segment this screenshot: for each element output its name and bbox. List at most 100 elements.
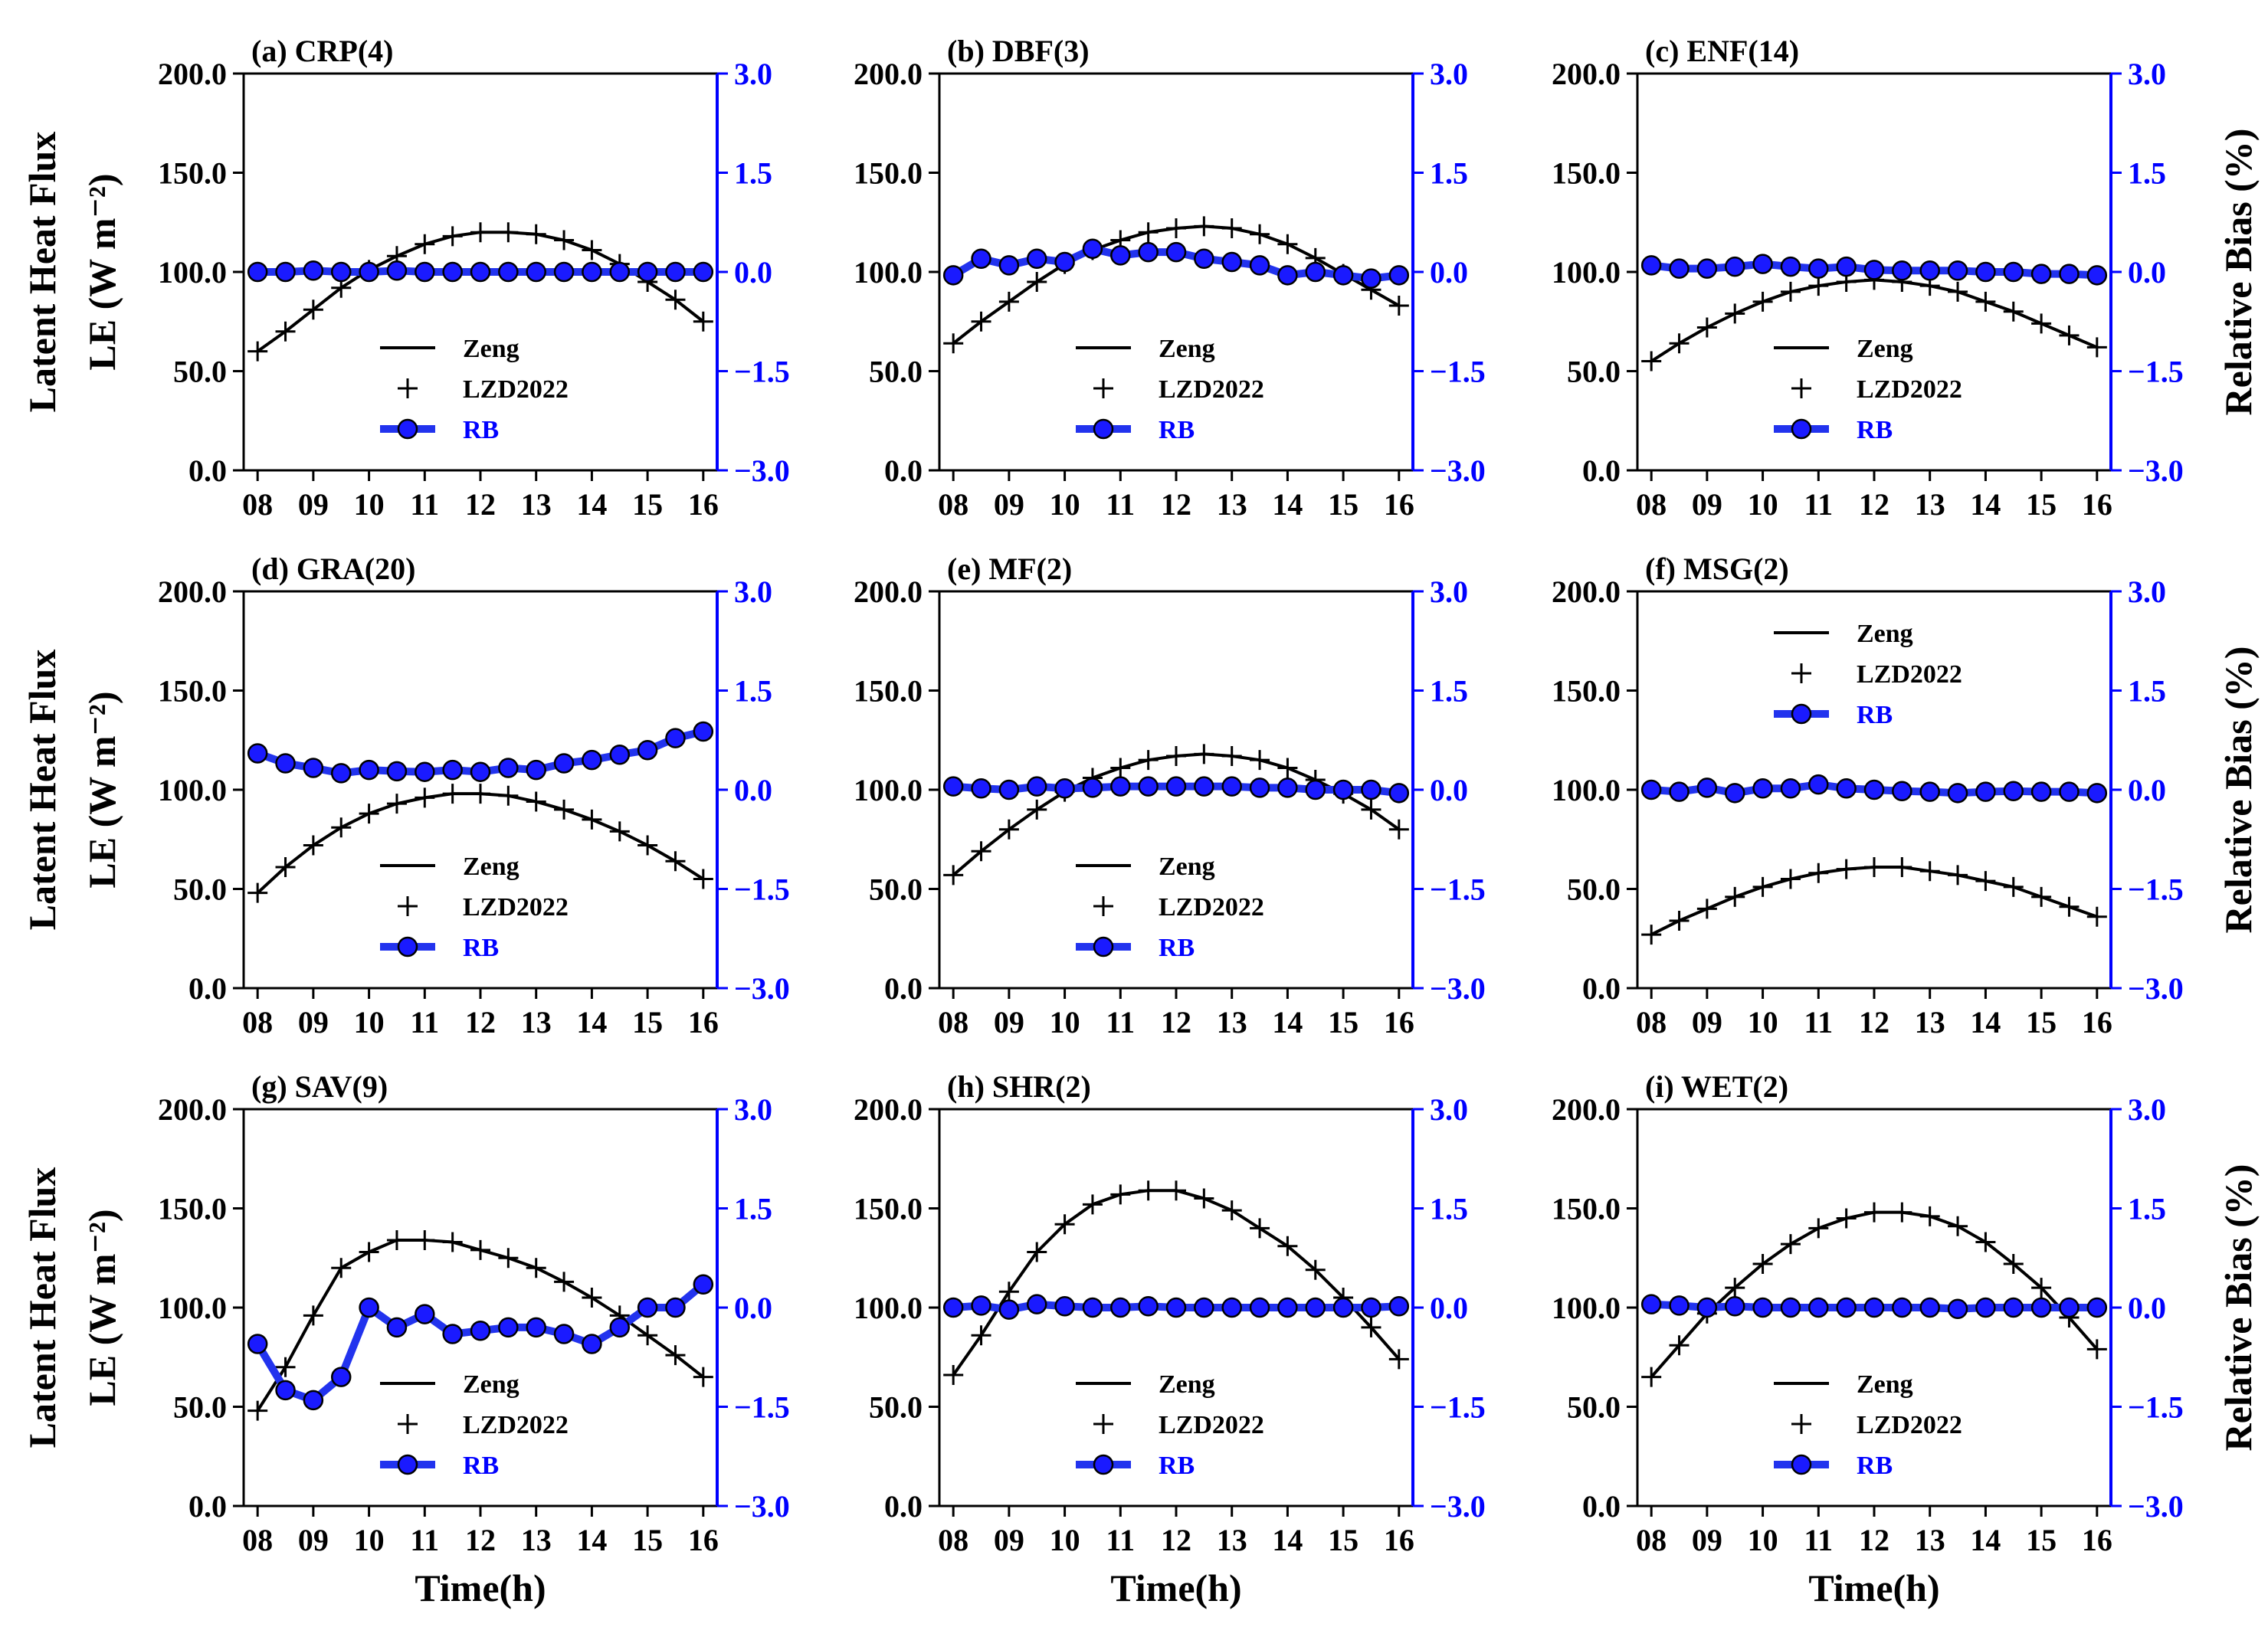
plus-marker [1194,216,1214,237]
subplot-title: (h) SHR(2) [947,1069,1091,1104]
plus-marker [1892,857,1912,878]
y-tick-label: 100.0 [158,1291,227,1325]
legend-label: LZD2022 [463,893,569,922]
circle-marker [2086,783,2108,804]
circle-marker [470,261,491,283]
plus-marker [1696,317,1717,338]
legend-entry-LZD2022: LZD2022 [1791,1411,1962,1439]
legend-circle-swatch [1791,703,1812,725]
circle-marker [609,261,631,283]
legend-entry-Zeng: Zeng [1076,335,1215,363]
right-y-axis-label: Relative Bias (%) [2217,129,2260,416]
y-tick-label: 0.0 [188,453,227,488]
legend-label: LZD2022 [463,1411,569,1439]
y-tick-label: 150.0 [158,1192,227,1226]
x-tick-label: 14 [1970,1523,2001,1557]
plus-marker [359,804,379,824]
circle-marker [1165,776,1187,797]
y2-tick-label: 0.0 [2128,773,2166,807]
y2-tick-label: −1.5 [734,1390,790,1425]
x-tick-label: 15 [2026,1005,2057,1039]
plus-marker [415,1229,435,1250]
circle-marker [470,761,491,782]
legend: Zeng LZD2022 RB [1774,620,1962,729]
circle-marker [693,261,714,283]
circle-marker [971,1295,991,1316]
plus-marker [1864,1202,1884,1223]
subplot-4: (d) GRA(20)0.050.0100.0150.0200.0−3.0−1.… [158,552,790,1039]
circle-marker [1919,260,1940,281]
circle-marker [1669,1295,1690,1316]
y2-tick-label: 0.0 [1430,1291,1468,1325]
y2-tick-label: 3.0 [734,57,772,91]
y2-tick-label: 1.5 [1430,156,1468,191]
x-tick-label: 10 [1050,1005,1080,1039]
circle-marker [637,739,658,761]
plus-marker [526,791,546,812]
y2-tick-label: 0.0 [2128,255,2166,290]
y2-tick-label: 3.0 [2128,575,2166,609]
circle-marker [1249,777,1270,798]
x-tick-label: 13 [1217,1005,1247,1039]
y-tick-label: 100.0 [1552,1291,1621,1325]
plus-marker [1250,224,1270,244]
series-LZD2022 [247,784,713,903]
legend-label: LZD2022 [1159,375,1264,404]
x-tick-label: 14 [1272,1005,1303,1039]
plus-marker [1696,899,1717,919]
circle-marker [415,261,435,283]
plus-marker [1669,1335,1690,1356]
y2-tick-label: −1.5 [734,872,790,907]
y-tick-label: 200.0 [158,1092,227,1127]
y-tick-label: 100.0 [158,773,227,807]
plus-marker [1919,1206,1940,1226]
y2-tick-label: 3.0 [734,575,772,609]
legend-entry-Zeng: Zeng [1774,335,1913,363]
series-LZD2022 [943,744,1409,886]
plus-marker [1808,863,1829,883]
series-LZD2022 [247,1229,713,1421]
circle-marker [1026,1294,1047,1314]
left-y-axis-label: Latent Heat Flux [21,132,64,413]
x-tick-label: 14 [576,1005,607,1039]
circle-marker [637,1297,658,1318]
x-tick-label: 14 [1970,1005,2001,1039]
circle-marker [665,261,686,283]
circle-marker [998,255,1020,276]
plus-marker [415,234,435,254]
legend-label: Zeng [1857,335,1913,363]
legend-entry-Zeng: Zeng [380,853,519,881]
series-RB [247,260,714,283]
plus-marker [1166,1180,1186,1201]
x-tick-label: 15 [1328,1523,1359,1557]
circle-marker [1724,256,1745,277]
y2-tick-label: 1.5 [2128,674,2166,709]
circle-marker [1194,776,1214,797]
circle-marker [1892,1297,1912,1318]
circle-marker [1221,776,1242,797]
plus-marker [582,809,602,830]
legend-entry-LZD2022: LZD2022 [1791,375,1962,404]
y2-tick-label: −3.0 [2128,971,2184,1006]
circle-marker [1249,1297,1270,1318]
plus-marker [303,835,323,856]
plus-marker [582,1288,602,1308]
circle-marker [2086,265,2108,286]
legend-circle-swatch [397,1454,418,1475]
plus-marker [971,841,991,862]
x-tick-label: 15 [2026,487,2057,522]
legend-plus-swatch [1093,896,1113,916]
plus-marker [1027,271,1047,292]
x-tick-label: 16 [688,1523,719,1557]
x-tick-label: 09 [298,1005,329,1039]
plus-marker [1110,758,1131,778]
plus-marker [1808,276,1829,296]
y-tick-label: 0.0 [884,971,923,1006]
subplot-title: (g) SAV(9) [251,1069,388,1104]
plus-marker [303,1305,323,1326]
plus-marker [1221,745,1242,766]
circle-marker [1752,1297,1773,1318]
x-tick-label: 12 [1161,487,1191,522]
plus-marker [1864,857,1884,878]
y2-tick-label: −1.5 [2128,872,2184,907]
